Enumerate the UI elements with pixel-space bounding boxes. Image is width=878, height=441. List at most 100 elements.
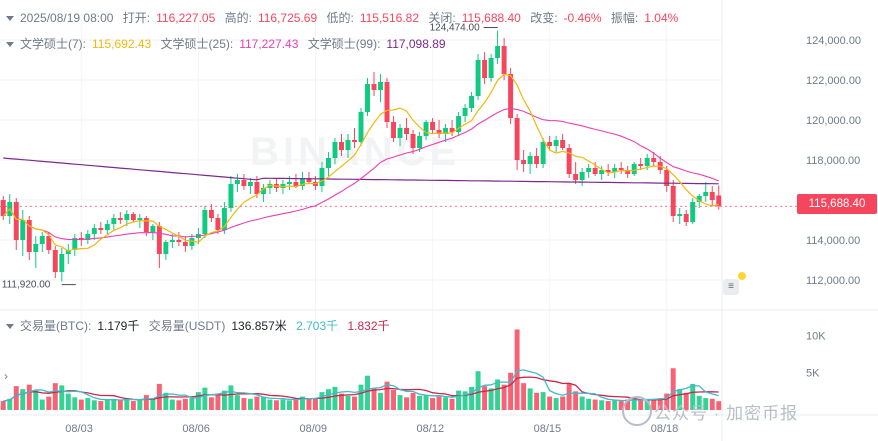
volume-bar (488, 388, 494, 410)
candle-body (644, 158, 650, 166)
volume-bar (501, 384, 507, 410)
candle-body (169, 240, 175, 242)
high-annotation: 124,474.00 (430, 23, 480, 34)
volume-bar (169, 399, 175, 410)
open-label: 打开: (122, 11, 151, 25)
volume-bar (430, 398, 436, 410)
volume-bar (612, 400, 618, 410)
amplitude-label: 振幅: (610, 11, 639, 25)
high-value: 116,725.69 (257, 11, 318, 25)
volume-bar (208, 397, 214, 410)
volume-bar (423, 395, 429, 410)
volume-bar (586, 398, 592, 410)
change-value: -0.46% (563, 11, 602, 25)
candle-body (371, 84, 377, 90)
high-label: 高的: (224, 11, 252, 25)
volume-bar (111, 398, 117, 410)
volume-ma10-line (3, 376, 719, 402)
volume-bar (7, 398, 13, 410)
candle-body (553, 140, 559, 146)
candle-body (260, 188, 266, 194)
volume-bar (13, 386, 19, 410)
candle-body (319, 168, 325, 186)
candle-body (586, 168, 592, 172)
x-tick-label: 08/06 (182, 423, 210, 435)
volume-bar (410, 392, 416, 410)
y-tick-label: 120,000.00 (806, 115, 861, 127)
volume-bar (508, 372, 514, 410)
volume-bar (436, 396, 442, 410)
candle-body (449, 128, 455, 132)
candle-body (299, 178, 305, 186)
candle-body (202, 210, 208, 234)
y-tick-label: 112,000.00 (806, 275, 860, 287)
volume-bar (495, 379, 501, 410)
volume-bar (651, 399, 657, 410)
candle-body (690, 202, 696, 222)
ma99-label: 文学硕士(99): (307, 37, 381, 51)
candle-body (514, 118, 520, 160)
collapse-arrow-icon[interactable] (6, 42, 14, 47)
y-tick-label: 122,000.00 (806, 75, 861, 87)
volume-bar (52, 383, 58, 410)
volume-bar (163, 392, 169, 410)
volume-bar (215, 395, 221, 410)
ma99-value: 117,098.89 (386, 37, 446, 51)
candle-body (176, 240, 182, 242)
volume-bar (143, 395, 149, 410)
scroll-left-icon[interactable]: › (4, 369, 8, 383)
candle-body (286, 182, 292, 184)
volume-bar (397, 395, 403, 410)
volume-bar (703, 398, 709, 410)
candle-body (618, 168, 624, 170)
volume-bar (319, 392, 325, 410)
volume-bar (670, 368, 676, 410)
candle-body (631, 164, 637, 174)
volume-bar (599, 400, 605, 410)
volume-bar (417, 395, 423, 410)
volume-bar (137, 400, 143, 410)
volume-bar (124, 398, 130, 410)
volume-bar (384, 381, 390, 410)
volume-bar (514, 329, 520, 410)
candle-body (462, 108, 468, 116)
ma25-line (2, 108, 719, 241)
volume-bar (573, 391, 579, 410)
ohlc-info-row: 2025/08/19 08:00 打开: 116,227.05 高的: 116,72… (0, 9, 684, 26)
volume-bar (391, 389, 396, 410)
candle-body (143, 218, 149, 232)
ma25-value: 117,227.43 (239, 37, 299, 51)
ma7-label: 文学硕士(7): (20, 37, 87, 51)
candle-body (482, 60, 488, 78)
notification-dot (738, 272, 746, 280)
note-icon[interactable]: ≡ (723, 279, 739, 295)
volume-bar (443, 397, 449, 410)
candle-body (612, 168, 618, 172)
candle-body (566, 148, 572, 174)
candle-body (345, 140, 351, 150)
volume-bar (306, 398, 312, 410)
collapse-arrow-icon[interactable] (6, 324, 14, 329)
candle-body (85, 234, 91, 240)
volume-bar (404, 397, 410, 410)
volume-usdt-label: 交易量(USDT) (148, 319, 226, 333)
volume-tick-label: 5K (806, 368, 820, 380)
ma99-line (3, 157, 719, 185)
volume-bar (469, 386, 475, 410)
volume-bar (293, 398, 299, 410)
x-tick-label: 08/12 (417, 423, 445, 435)
volume-bar (326, 389, 331, 410)
volume-legend-row: 交易量(BTC): 1.179千 交易量(USDT) 136.857米 2.703千… (0, 317, 396, 334)
candle-body (228, 184, 234, 208)
candle-body (65, 250, 71, 254)
collapse-arrow-icon[interactable] (6, 16, 14, 21)
volume-bar (709, 398, 715, 410)
volume-bar (696, 395, 702, 410)
volume-bar (592, 399, 598, 410)
candle-body (716, 195, 722, 207)
candle-body (215, 218, 221, 230)
current-price-tag: 115,688.40 (797, 194, 877, 214)
candle-body (436, 130, 442, 134)
open-value: 116,227.05 (156, 11, 216, 25)
